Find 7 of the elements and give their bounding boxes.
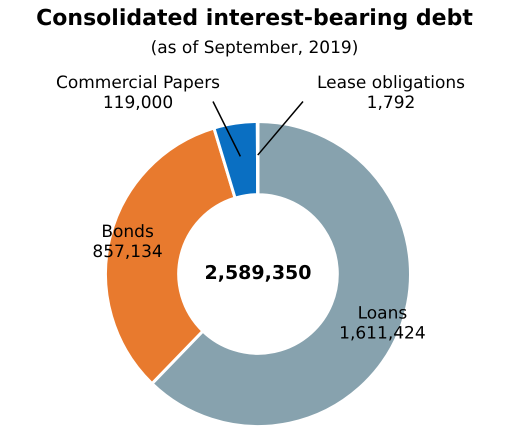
chart-subtitle: (as of September, 2019) — [150, 38, 360, 58]
slice-label: Lease obligations — [316, 72, 466, 93]
chart-title: Consolidated interest-bearing debt — [35, 6, 474, 31]
slice-label: Commercial Papers — [56, 72, 220, 93]
data-label: 1,792 — [366, 92, 416, 113]
text: 2,589,350 — [204, 262, 312, 284]
data-label: 119,000 — [102, 92, 174, 113]
